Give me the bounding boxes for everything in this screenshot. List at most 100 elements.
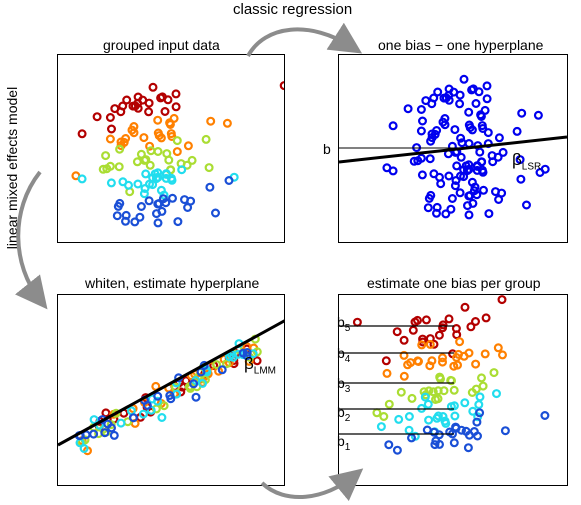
data-point: [456, 152, 466, 162]
data-point: [172, 147, 182, 157]
data-point: [477, 165, 487, 175]
panel-bias-per-group: [338, 294, 568, 486]
arrow-classic-regression: [246, 22, 363, 58]
data-point: [394, 414, 404, 424]
data-point: [404, 425, 414, 435]
data-point: [403, 360, 413, 370]
data-point: [105, 112, 115, 122]
data-point: [423, 203, 433, 213]
data-point: [279, 81, 284, 91]
data-point: [498, 350, 508, 360]
data-point: [101, 151, 111, 161]
data-point: [135, 212, 145, 222]
top-title: classic regression: [233, 1, 353, 18]
data-point: [463, 443, 473, 453]
data-point: [153, 199, 163, 209]
data-point: [388, 166, 398, 176]
data-point: [439, 386, 449, 396]
data-point: [133, 179, 143, 189]
data-point: [464, 430, 474, 440]
data-point: [403, 104, 413, 114]
data-point: [89, 415, 99, 425]
data-point: [399, 335, 409, 345]
data-point: [118, 101, 128, 111]
data-point: [115, 198, 125, 208]
data-point: [141, 169, 151, 179]
data-point: [141, 155, 151, 165]
data-point: [435, 374, 445, 384]
data-point: [77, 174, 87, 184]
data-point: [464, 191, 474, 201]
data-point: [498, 147, 508, 157]
data-point: [444, 84, 454, 94]
data-point: [109, 430, 119, 440]
data-point: [488, 157, 498, 167]
data-point: [157, 206, 167, 216]
data-point: [484, 209, 494, 219]
data-point: [446, 375, 456, 385]
data-point: [456, 425, 466, 435]
data-point: [144, 107, 154, 117]
data-point: [101, 408, 111, 418]
data-point: [157, 92, 167, 102]
data-point: [450, 411, 460, 421]
data-point: [425, 154, 435, 164]
data-point: [171, 89, 181, 99]
data-point: [478, 123, 488, 133]
data-point: [224, 175, 234, 185]
data-point: [416, 126, 426, 136]
data-point: [157, 412, 167, 422]
data-point: [468, 198, 478, 208]
data-point: [388, 121, 398, 131]
data-point: [492, 389, 502, 399]
panel-whiten: [57, 294, 285, 486]
data-point: [460, 398, 470, 408]
data-point: [493, 152, 503, 162]
data-point: [164, 155, 174, 165]
data-point: [489, 368, 499, 378]
scatter-whitened: [58, 319, 284, 456]
data-point: [179, 195, 189, 205]
data-point: [161, 198, 171, 208]
data-point: [112, 211, 122, 221]
data-point: [455, 188, 465, 198]
data-point: [105, 161, 115, 171]
data-point: [408, 325, 418, 335]
data-point: [472, 190, 482, 200]
beta-symbol: β: [512, 150, 522, 169]
data-point: [413, 356, 423, 366]
data-point: [201, 134, 211, 144]
data-point: [136, 202, 146, 212]
data-point: [456, 133, 466, 143]
data-point: [426, 190, 436, 200]
data-point: [451, 175, 461, 185]
data-point: [222, 359, 232, 369]
data-point: [429, 427, 439, 437]
data-point: [376, 422, 386, 432]
data-point: [459, 74, 469, 84]
data-point: [482, 94, 492, 104]
scatter-bias-groups: [339, 295, 550, 455]
data-point: [455, 337, 465, 347]
data-point: [480, 349, 490, 359]
data-point: [165, 119, 175, 129]
beta-symbol: β: [244, 354, 254, 373]
data-point: [142, 400, 152, 410]
scatter-grouped: [71, 81, 284, 228]
data-point: [167, 131, 177, 141]
data-point: [103, 419, 113, 429]
data-point: [89, 429, 99, 439]
data-point: [447, 194, 457, 204]
data-point: [421, 96, 431, 106]
bias-label-1: b1: [337, 433, 351, 453]
data-point: [468, 84, 478, 94]
data-point: [116, 418, 126, 428]
panel-grouped-input: [57, 54, 285, 243]
bias-label-3: b3: [337, 375, 351, 395]
data-point: [222, 118, 232, 128]
data-point: [465, 123, 475, 133]
data-point: [444, 95, 454, 105]
data-point: [417, 170, 427, 180]
panel4-title: estimate one bias per group: [367, 275, 541, 291]
data-point: [472, 417, 482, 427]
